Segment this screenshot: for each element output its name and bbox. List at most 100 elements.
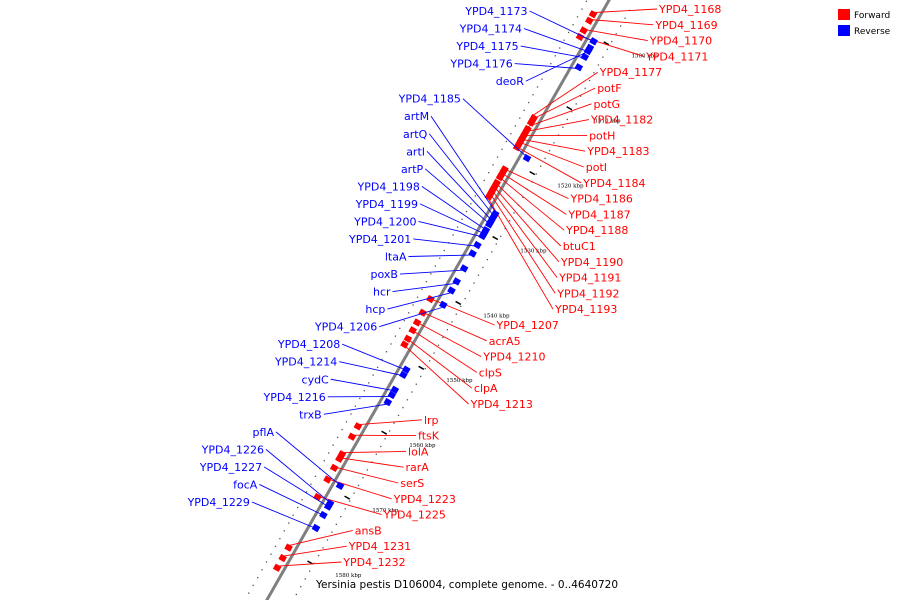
axis-dot — [513, 212, 514, 213]
gene-label-YPD4_1192: YPD4_1192 — [556, 287, 619, 300]
axis-dot — [555, 55, 556, 56]
axis-dot — [492, 164, 493, 165]
gene-arrow — [585, 17, 593, 25]
axis-dot — [426, 281, 427, 282]
gene-label-YPD4_1200: YPD4_1200 — [353, 215, 416, 228]
axis-dot — [457, 226, 458, 227]
gene-label-hcp: hcp — [365, 303, 385, 316]
gene-leader-line — [415, 321, 482, 357]
axis-dot — [461, 219, 462, 220]
gene-arrow — [354, 423, 362, 431]
axis-dot — [362, 477, 363, 478]
gene-leader-line — [420, 311, 487, 341]
gene-label-YPD4_1213: YPD4_1213 — [470, 398, 533, 411]
axis-dot — [328, 452, 329, 453]
gene-label-rarA: rarA — [405, 461, 429, 474]
gene-label-trxB: trxB — [299, 408, 322, 421]
axis-dot — [331, 532, 332, 533]
gene-arrow — [460, 265, 468, 273]
axis-dot — [296, 594, 297, 595]
axis-dot — [568, 32, 569, 33]
legend-label-forward: Forward — [854, 11, 890, 21]
gene-leader-line — [264, 467, 331, 508]
axis-dot — [367, 469, 368, 470]
gene-label-YPD4_1168: YPD4_1168 — [658, 3, 721, 16]
kbp-tick — [456, 301, 461, 304]
gene-label-YPD4_1186: YPD4_1186 — [570, 193, 633, 206]
axis-dot — [536, 173, 537, 174]
gene-label-YPD4_1170: YPD4_1170 — [649, 35, 712, 48]
gene-label-hcr: hcr — [373, 286, 391, 299]
axis-dot — [261, 569, 262, 570]
gene-leader-line — [400, 270, 467, 274]
axis-dot — [349, 500, 350, 501]
axis-dot — [340, 516, 341, 517]
axis-dot — [429, 360, 430, 361]
axis-dot — [399, 328, 400, 329]
axis-dot — [537, 86, 538, 87]
gene-leader-line — [276, 432, 343, 487]
gene-label-YPD4_1184: YPD4_1184 — [582, 177, 645, 190]
axis-dot — [553, 142, 554, 143]
axis-dot — [421, 289, 422, 290]
axis-dot — [318, 555, 319, 556]
axis-dot — [482, 267, 483, 268]
axis-dot — [519, 117, 520, 118]
gene-label-YPD4_1177: YPD4_1177 — [599, 66, 662, 79]
gene-leader-line — [581, 29, 648, 41]
gene-leader-line — [339, 362, 406, 377]
gene-label-btuC1: btuC1 — [563, 240, 596, 253]
gene-arrow — [273, 564, 281, 572]
axis-dot — [447, 329, 448, 330]
gene-leader-line — [324, 404, 391, 415]
axis-dot — [407, 399, 408, 400]
axis-dot — [373, 374, 374, 375]
axis-dot — [420, 376, 421, 377]
axis-dot — [564, 40, 565, 41]
axis-dot — [333, 445, 334, 446]
gene-label-YPD4_1229: YPD4_1229 — [187, 496, 250, 509]
gene-label-YPD4_1210: YPD4_1210 — [482, 351, 545, 364]
axis-dot — [602, 57, 603, 58]
gene-leader-line — [266, 449, 333, 504]
axis-dot — [488, 172, 489, 173]
gene-leader-line — [409, 255, 476, 257]
kbp-tick — [382, 431, 387, 434]
gene-leader-line — [463, 99, 530, 160]
axis-dot — [506, 141, 507, 142]
axis-dot — [572, 24, 573, 25]
gene-label-YPD4_1225: YPD4_1225 — [383, 509, 446, 522]
gene-label-serS: serS — [400, 477, 424, 490]
gene-label-ltaA: ltaA — [385, 251, 407, 264]
axis-dot — [368, 382, 369, 383]
axis-dot — [395, 336, 396, 337]
axis-dot — [607, 49, 608, 50]
kbp-tick-label: 1580 kbp — [335, 573, 362, 579]
axis-dot — [425, 368, 426, 369]
axis-dot — [528, 102, 529, 103]
axis-dot — [293, 515, 294, 516]
gene-label-YPD4_1190: YPD4_1190 — [560, 256, 623, 269]
axis-dot — [491, 251, 492, 252]
gene-leader-line — [530, 11, 597, 43]
axis-dot — [315, 476, 316, 477]
gene-label-artI: artI — [406, 145, 425, 158]
gene-label-YPD4_1176: YPD4_1176 — [449, 58, 512, 71]
gene-label-YPD4_1169: YPD4_1169 — [654, 19, 717, 32]
axis-dot — [442, 337, 443, 338]
gene-label-YPD4_1223: YPD4_1223 — [393, 493, 456, 506]
gene-leader-line — [332, 466, 399, 483]
axis-dot — [253, 585, 254, 586]
axis-dot — [386, 351, 387, 352]
gene-label-YPD4_1193: YPD4_1193 — [554, 303, 617, 316]
gene-arrow — [469, 250, 477, 258]
gene-arrow — [580, 27, 588, 35]
gene-label-YPD4_1191: YPD4_1191 — [558, 272, 621, 285]
gene-label-YPD4_1207: YPD4_1207 — [496, 319, 559, 332]
gene-label-artM: artM — [404, 110, 429, 123]
gene-arrow — [589, 11, 597, 19]
legend-swatch-forward — [838, 9, 850, 20]
axis-dot — [284, 530, 285, 531]
axis-dot — [577, 16, 578, 17]
gene-leader-line — [286, 530, 353, 546]
